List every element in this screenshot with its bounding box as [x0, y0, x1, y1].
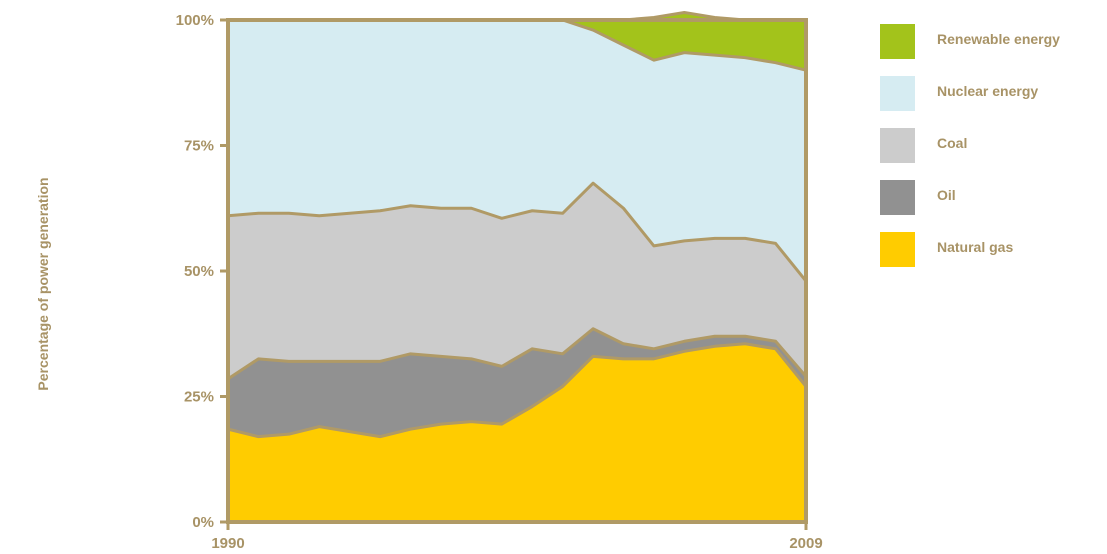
legend-label: Nuclear energy — [937, 83, 1039, 99]
boundary-line-natural-gas — [227, 342, 808, 439]
area-renewable-energy — [228, 12, 806, 71]
legend-item: Natural gas — [880, 232, 1105, 284]
legend-item: Nuclear energy — [880, 76, 1105, 128]
x-tick-label: 1990 — [211, 535, 244, 552]
area-nuclear-energy — [228, 20, 806, 282]
legend-swatch — [880, 128, 915, 163]
y-tick-label: 100% — [176, 12, 214, 29]
axis-ticks: 0% 25% 50% 75% 100% 1990 2009 — [176, 12, 823, 552]
area-natural-gas — [228, 343, 806, 522]
legend-label: Oil — [937, 187, 956, 203]
legend-swatch — [880, 24, 915, 59]
legend-label: Renewable energy — [937, 31, 1060, 47]
y-tick-label: 50% — [184, 263, 214, 280]
legend-item: Coal — [880, 128, 1105, 180]
y-tick-label: 25% — [184, 389, 214, 406]
y-tick-label: 75% — [184, 138, 214, 155]
plot-areas — [227, 10, 808, 522]
legend: Renewable energy Nuclear energy Coal Oil Nat… — [880, 24, 1105, 284]
legend-swatch — [880, 232, 915, 267]
y-tick-label: 0% — [192, 514, 214, 531]
area-coal — [228, 183, 806, 379]
y-axis-label: Percentage of power generation — [35, 177, 51, 390]
legend-label: Natural gas — [937, 239, 1014, 255]
legend-item: Renewable energy — [880, 24, 1105, 76]
legend-label: Coal — [937, 135, 968, 151]
legend-swatch — [880, 76, 915, 111]
boundary-line-coal — [227, 181, 808, 282]
x-tick-label: 2009 — [789, 535, 822, 552]
boundary-line-oil — [227, 327, 808, 381]
legend-item: Oil — [880, 180, 1105, 232]
legend-swatch — [880, 180, 915, 215]
